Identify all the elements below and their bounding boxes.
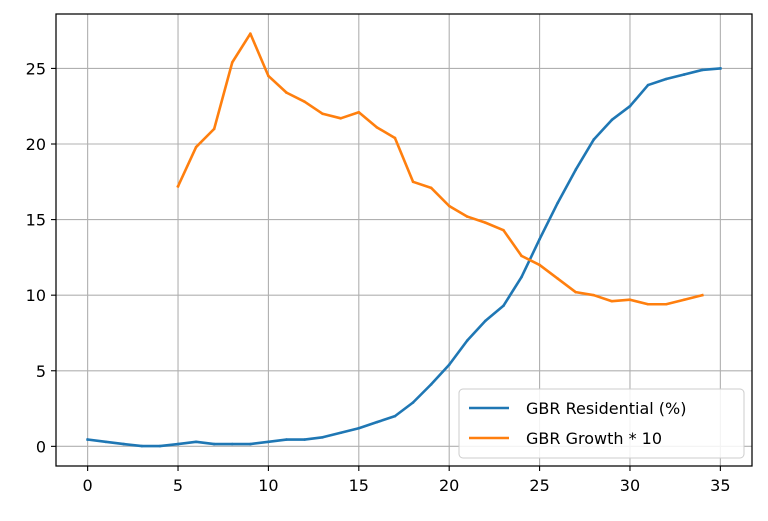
legend-item: GBR Growth * 10 bbox=[469, 429, 662, 448]
data-point bbox=[267, 74, 270, 78]
data-point bbox=[212, 127, 216, 131]
data-point bbox=[628, 104, 632, 108]
data-point bbox=[465, 339, 469, 342]
data-point bbox=[574, 290, 578, 294]
data-point bbox=[375, 420, 379, 424]
data-point bbox=[194, 440, 198, 444]
data-point bbox=[429, 383, 433, 386]
data-point bbox=[140, 444, 144, 448]
data-point bbox=[321, 112, 324, 116]
legend: GBR Residential (%) GBR Growth * 10 bbox=[458, 388, 745, 459]
data-point bbox=[556, 277, 559, 280]
data-point bbox=[357, 110, 361, 114]
data-point bbox=[610, 299, 614, 303]
data-point bbox=[339, 431, 343, 435]
data-point bbox=[447, 363, 451, 367]
data-point bbox=[285, 438, 288, 441]
data-point bbox=[682, 298, 686, 302]
data-point bbox=[574, 168, 578, 172]
legend-item: GBR Residential (%) bbox=[469, 399, 686, 418]
data-point bbox=[393, 414, 397, 418]
data-point bbox=[429, 186, 433, 190]
legend-box bbox=[458, 388, 745, 459]
data-point bbox=[249, 442, 252, 446]
data-point bbox=[592, 293, 596, 297]
x-tick-label: 5 bbox=[173, 476, 183, 495]
data-point bbox=[719, 67, 722, 70]
data-point bbox=[86, 438, 89, 441]
data-point bbox=[502, 304, 505, 308]
y-tick-label: 15 bbox=[26, 211, 46, 230]
data-point bbox=[502, 228, 505, 232]
series-line bbox=[86, 67, 722, 448]
data-point bbox=[484, 221, 487, 224]
data-point bbox=[465, 215, 469, 218]
data-point bbox=[339, 117, 343, 120]
data-point bbox=[303, 100, 306, 103]
y-tick-label: 20 bbox=[26, 135, 46, 154]
data-point bbox=[628, 298, 632, 302]
x-tick-label: 30 bbox=[620, 476, 640, 495]
data-point bbox=[447, 204, 451, 208]
data-point bbox=[176, 185, 180, 188]
legend-label: GBR Growth * 10 bbox=[526, 429, 662, 448]
data-point bbox=[176, 442, 180, 446]
data-point bbox=[230, 442, 234, 446]
x-tick-label: 0 bbox=[83, 476, 93, 495]
data-point bbox=[249, 32, 252, 35]
data-point bbox=[664, 77, 668, 81]
data-point bbox=[411, 401, 415, 404]
data-point bbox=[646, 83, 650, 87]
x-tick-label: 20 bbox=[439, 476, 459, 495]
data-point bbox=[484, 319, 487, 323]
data-point bbox=[267, 440, 270, 444]
series-gbr-residential bbox=[86, 67, 722, 448]
x-tick-label: 25 bbox=[529, 476, 549, 495]
data-point bbox=[520, 275, 523, 279]
data-point bbox=[357, 426, 361, 430]
grid-lines bbox=[56, 14, 752, 466]
data-point bbox=[700, 68, 704, 72]
axis-ticks: 0 5 10 15 20 25 30 35 0 5 10 15 20 25 bbox=[26, 59, 731, 495]
data-point bbox=[194, 145, 198, 149]
y-tick-label: 25 bbox=[26, 59, 46, 78]
x-tick-label: 35 bbox=[710, 476, 730, 495]
data-point bbox=[556, 201, 559, 205]
data-point bbox=[538, 263, 541, 267]
series-line bbox=[176, 32, 704, 306]
data-point bbox=[122, 442, 126, 446]
x-tick-label: 10 bbox=[258, 476, 278, 495]
data-point bbox=[230, 61, 234, 64]
data-point bbox=[393, 136, 397, 140]
data-point bbox=[104, 440, 108, 444]
data-point bbox=[682, 73, 686, 76]
data-point bbox=[538, 237, 541, 241]
x-tick-label: 15 bbox=[349, 476, 369, 495]
data-point bbox=[646, 302, 650, 306]
series-gbr-growth bbox=[176, 32, 704, 306]
data-point bbox=[303, 438, 306, 441]
plot-frame bbox=[55, 13, 753, 467]
data-point bbox=[664, 302, 668, 306]
data-point bbox=[321, 435, 324, 439]
data-point bbox=[411, 180, 415, 184]
y-tick-label: 5 bbox=[36, 362, 46, 381]
y-tick-label: 10 bbox=[26, 286, 46, 305]
data-series bbox=[86, 32, 722, 448]
data-point bbox=[520, 254, 523, 258]
data-point bbox=[610, 118, 614, 122]
data-point bbox=[700, 293, 704, 297]
legend-label: GBR Residential (%) bbox=[526, 399, 686, 418]
data-point bbox=[158, 444, 162, 448]
data-point bbox=[375, 126, 379, 129]
data-point bbox=[592, 138, 596, 141]
data-point bbox=[212, 442, 216, 446]
y-tick-label: 0 bbox=[36, 437, 46, 456]
data-point bbox=[285, 91, 288, 94]
